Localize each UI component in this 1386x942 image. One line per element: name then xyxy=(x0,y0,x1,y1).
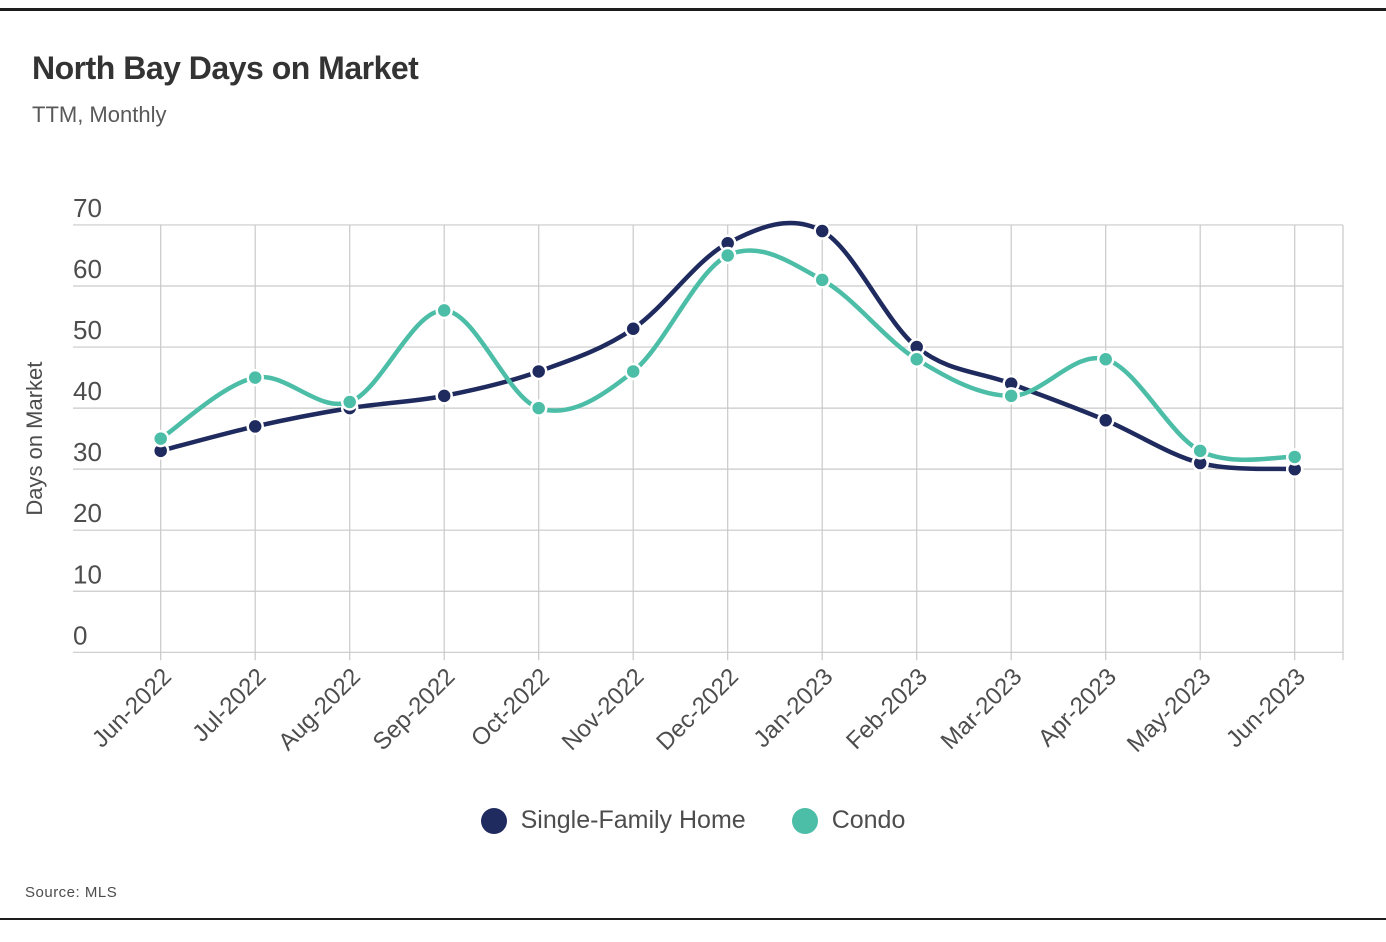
single-family-series-swatch xyxy=(480,807,507,834)
data-point-marker xyxy=(718,246,737,265)
y-tick-label: 40 xyxy=(73,376,102,406)
data-point-marker xyxy=(529,399,548,417)
x-tick-label: Jan-2023 xyxy=(749,663,839,753)
chart-subtitle: TTM, Monthly xyxy=(32,102,167,127)
top-divider xyxy=(0,8,1386,11)
y-tick-label: 60 xyxy=(73,254,102,284)
x-tick-label: Jun-2022 xyxy=(87,663,177,753)
data-point-marker xyxy=(813,271,831,289)
data-point-marker xyxy=(1285,448,1304,466)
data-point-marker xyxy=(435,387,453,405)
y-tick-label: 20 xyxy=(73,498,102,528)
bottom-divider xyxy=(0,918,1386,920)
x-tick-label: Nov-2022 xyxy=(557,663,650,756)
data-point-marker xyxy=(151,429,170,448)
y-tick-label: 30 xyxy=(73,437,102,467)
y-tick-label: 0 xyxy=(73,620,87,650)
x-tick-label: May-2023 xyxy=(1122,663,1217,758)
data-point-marker xyxy=(1096,411,1115,430)
x-tick-label: Aug-2022 xyxy=(273,663,366,756)
data-point-marker xyxy=(1096,350,1115,369)
x-tick-label: Feb-2023 xyxy=(841,663,933,755)
data-point-marker xyxy=(529,362,548,381)
condo-series-swatch xyxy=(791,807,818,834)
x-tick-label: Mar-2023 xyxy=(936,663,1028,755)
data-point-marker xyxy=(1002,387,1020,405)
data-point-marker xyxy=(1191,442,1209,460)
x-tick-label: Dec-2022 xyxy=(651,663,744,756)
legend-item-single-family: Single-Family Home xyxy=(480,806,746,835)
single-family-series-label: Single-Family Home xyxy=(520,806,746,834)
data-point-marker xyxy=(246,368,264,387)
data-point-marker xyxy=(246,417,264,436)
chart-title: North Bay Days on Market xyxy=(32,50,419,86)
data-point-marker xyxy=(907,350,926,369)
chart-legend: Single-Family Home Condo xyxy=(0,806,1386,835)
data-point-marker xyxy=(624,319,642,338)
source-note: Source: MLS xyxy=(25,884,118,901)
x-tick-label: Sep-2022 xyxy=(368,663,461,756)
x-tick-label: Oct-2022 xyxy=(466,663,555,752)
data-point-marker xyxy=(624,362,642,381)
y-axis-title: Days on Market xyxy=(22,362,47,516)
y-tick-label: 50 xyxy=(73,315,102,345)
x-tick-label: Jun-2023 xyxy=(1221,663,1311,753)
data-point-marker xyxy=(340,393,359,411)
x-tick-label: Apr-2023 xyxy=(1033,663,1122,752)
data-point-marker xyxy=(435,301,453,320)
data-point-marker xyxy=(813,222,831,240)
legend-item-condo: Condo xyxy=(791,806,906,835)
y-tick-label: 10 xyxy=(73,559,102,589)
y-tick-label: 70 xyxy=(73,193,102,223)
x-tick-label: Jul-2022 xyxy=(187,663,271,747)
condo-series-label: Condo xyxy=(831,806,906,834)
line-chart-canvas: 0 10 20 30 40 50 60 70 Days on Market Jun-2022 Jul… xyxy=(22,193,1344,758)
